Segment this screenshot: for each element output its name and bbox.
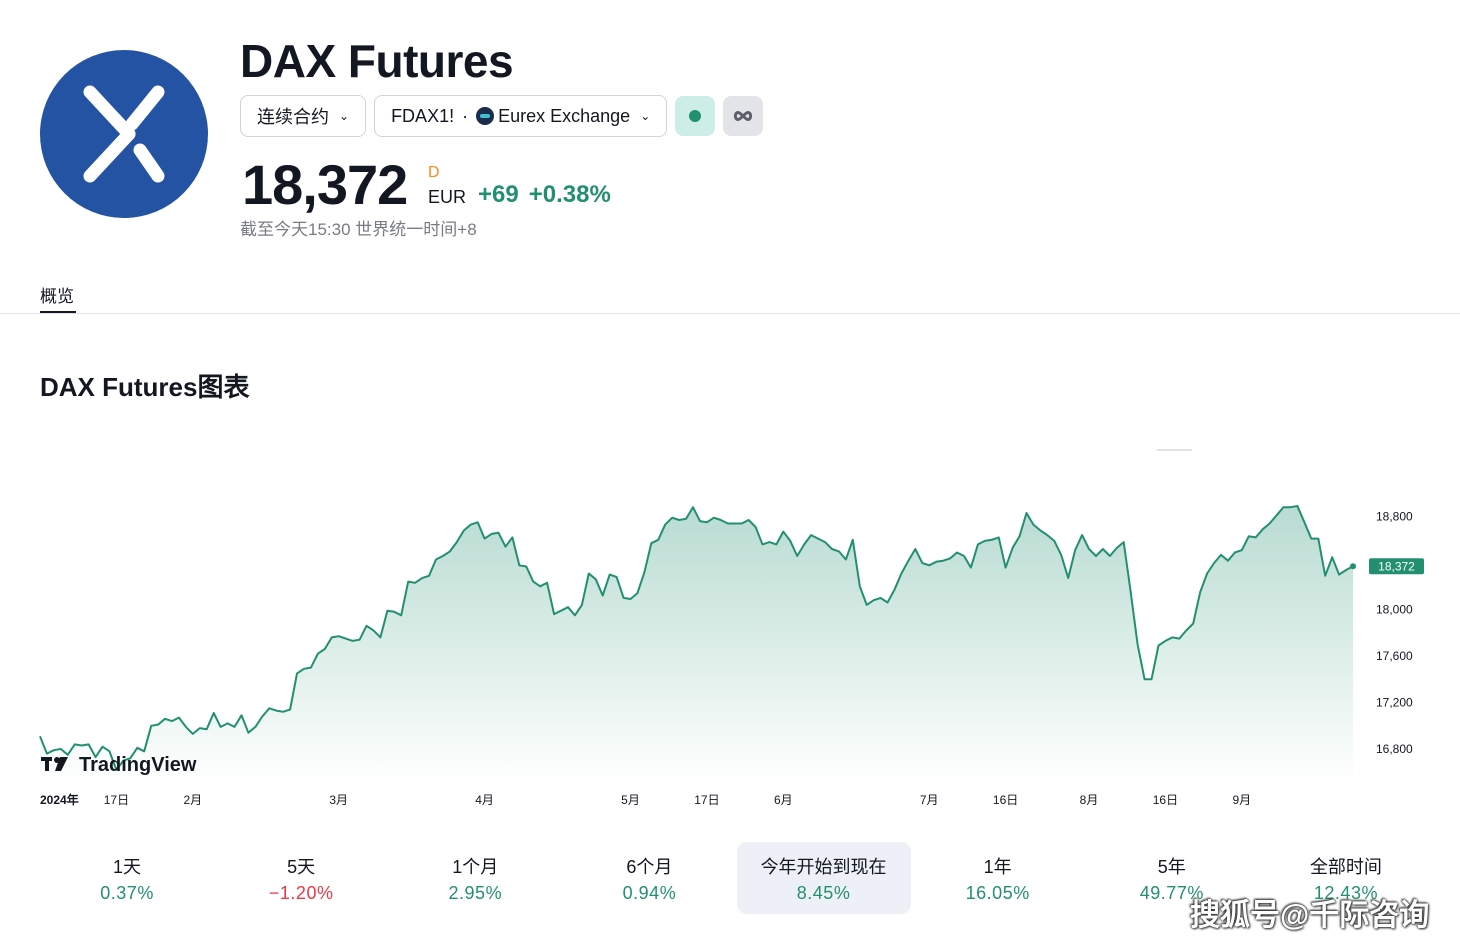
- infinity-icon: [734, 110, 753, 122]
- last-point-dot: [1350, 563, 1356, 570]
- x-tick-label: 6月: [774, 793, 793, 807]
- x-tick-label: 2024年: [40, 792, 79, 807]
- period-button[interactable]: 1个月 2.95%: [388, 842, 562, 914]
- x-tick-label: 7月: [920, 793, 939, 807]
- period-change-value: 8.45%: [796, 882, 851, 903]
- period-label: 1个月: [452, 856, 499, 877]
- period-label: 1年: [983, 856, 1012, 877]
- infinity-button[interactable]: [723, 96, 764, 136]
- x-tick-label: 4月: [475, 793, 494, 807]
- symbol-exchange-selector-button[interactable]: FDAX1! · Eurex Exchange ⌄: [374, 95, 668, 137]
- last-value-label: 18,372: [1378, 559, 1415, 573]
- change-percent: +0.38%: [528, 181, 611, 208]
- last-value-badge: [1369, 558, 1424, 575]
- symbol-label: FDAX1!: [391, 105, 455, 126]
- chart-price-line: [39, 505, 1354, 771]
- chart-section-title: DAX Futures图表: [40, 372, 250, 402]
- period-button[interactable]: 5年 49.77%: [1085, 842, 1259, 914]
- x-tick-label: 3月: [329, 793, 348, 807]
- period-label: 1天: [113, 856, 142, 877]
- interval-badge: D: [428, 164, 440, 181]
- change-value: +69: [478, 181, 519, 208]
- chevron-down-icon: ⌄: [640, 109, 651, 123]
- active-tab-indicator: [40, 311, 76, 314]
- tradingview-attribution: TradingView: [79, 754, 197, 776]
- x-tick-label: 17日: [104, 793, 129, 807]
- chart-area-fill: [40, 506, 1353, 782]
- tab-divider: [0, 313, 1460, 314]
- contract-selector-button[interactable]: 连续合约 ⌄: [240, 95, 367, 137]
- contract-selector-label: 连续合约: [257, 107, 329, 127]
- y-tick-label: 18,800: [1376, 510, 1413, 524]
- eurex-logo-icon: [476, 107, 495, 125]
- period-label: 6个月: [626, 856, 673, 877]
- y-tick-label: 18,000: [1376, 603, 1413, 617]
- y-axis: 16,800 17,200 17,600 18,000 18,800: [1376, 510, 1413, 757]
- period-button[interactable]: 5天 −1.20%: [214, 842, 388, 914]
- watermark: 搜狐号@千际咨询: [1190, 899, 1430, 932]
- period-change-value: 49.77%: [1139, 882, 1204, 903]
- period-change-value: 12.43%: [1313, 882, 1378, 903]
- period-change-value: 2.95%: [448, 882, 503, 903]
- period-label: 5天: [287, 856, 316, 877]
- as-of-timestamp: 截至今天15:30 世界统一时间+8: [240, 220, 477, 239]
- dax-x-logo-icon: [40, 50, 208, 218]
- last-value-marker: 18,372: [1350, 558, 1424, 575]
- x-tick-label: 2月: [183, 793, 202, 807]
- period-change-value: 0.94%: [622, 882, 677, 903]
- y-tick-label: 17,600: [1376, 649, 1413, 663]
- y-tick-label: 17,200: [1376, 696, 1413, 710]
- period-button[interactable]: 全部时间 12.43%: [1259, 842, 1433, 914]
- x-tick-label: 16日: [993, 793, 1018, 807]
- period-button[interactable]: 今年开始到现在 8.45%: [736, 842, 911, 914]
- tab-overview[interactable]: 概览: [40, 287, 74, 306]
- tradingview-logo-icon: [41, 757, 68, 771]
- separator-dot: ·: [462, 105, 469, 126]
- market-status-button[interactable]: [675, 96, 716, 136]
- market-open-dot-icon: [689, 110, 702, 122]
- period-performance-bar: 1天 0.37% 5天 −1.20% 1个月 2.95% 6个月 0.94% 今年开始到现在 8.…: [40, 842, 1433, 914]
- x-tick-label: 9月: [1232, 793, 1251, 807]
- currency-label: EUR: [428, 187, 467, 207]
- x-tick-label: 5月: [621, 793, 640, 807]
- period-button[interactable]: 1天 0.37%: [40, 842, 214, 914]
- y-tick-label: 16,800: [1376, 742, 1413, 756]
- period-label: 5年: [1157, 856, 1186, 877]
- exchange-label: Eurex Exchange: [498, 105, 631, 126]
- x-tick-label: 16日: [1153, 793, 1178, 807]
- symbol-toolbar: 连续合约 ⌄ FDAX1! · Eurex Exchange ⌄: [240, 95, 764, 137]
- period-change-value: 16.05%: [965, 882, 1030, 903]
- price-change: +69 +0.38%: [478, 181, 611, 209]
- last-price: 18,372: [242, 153, 408, 216]
- chevron-down-icon: ⌄: [339, 109, 350, 123]
- period-change-value: −1.20%: [268, 882, 334, 903]
- period-label: 今年开始到现在: [760, 856, 887, 877]
- period-button[interactable]: 1年 16.05%: [911, 842, 1085, 914]
- x-axis: 2024年 17日 2月 3月 4月 5月 17日 6月 7月 16日 8月 16日 9月: [40, 792, 1251, 807]
- page-title: DAX Futures: [240, 35, 514, 87]
- period-label: 全部时间: [1309, 856, 1382, 877]
- period-change-value: 0.37%: [100, 882, 154, 903]
- x-tick-label: 17日: [694, 793, 719, 807]
- period-button[interactable]: 6个月 0.94%: [562, 842, 736, 914]
- x-tick-label: 8月: [1080, 793, 1099, 807]
